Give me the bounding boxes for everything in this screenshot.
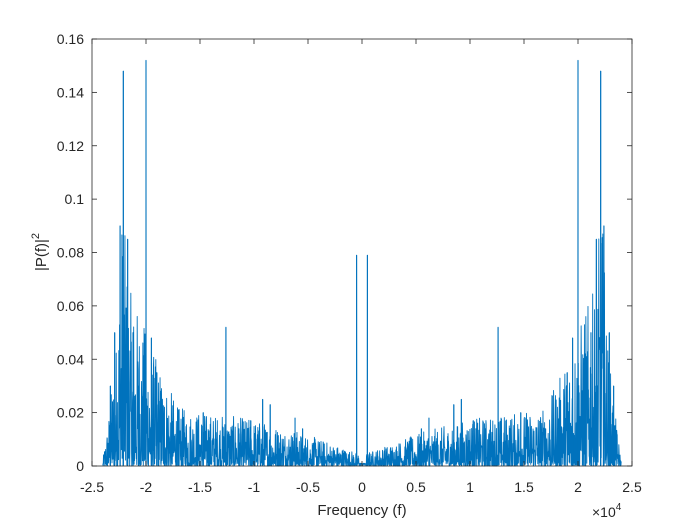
x-tick-label: -1.5	[188, 479, 212, 495]
x-tick-label: 2.5	[622, 479, 642, 495]
y-tick-label: 0	[76, 458, 84, 474]
x-tick-label: 0	[358, 479, 366, 495]
x-exponent-power: 4	[616, 502, 622, 513]
y-tick-label: 0.12	[57, 138, 84, 154]
y-tick-label: 0.08	[57, 245, 84, 261]
y-axis-title: |P(f)|2	[30, 233, 50, 271]
y-axis-title-superscript: 2	[30, 233, 42, 239]
y-tick-label: 0.02	[57, 405, 84, 421]
x-tick-label: 1.5	[514, 479, 534, 495]
x-tick-label: -1	[248, 479, 261, 495]
y-tick-label: 0.06	[57, 298, 84, 314]
x-exponent-label: ×104	[592, 502, 622, 520]
y-tick-label: 0.1	[65, 191, 85, 207]
x-tick-label: 0.5	[406, 479, 426, 495]
x-tick-label: -2	[140, 479, 153, 495]
ticks-layer	[91, 38, 633, 467]
axes-background	[92, 39, 632, 466]
x-axis-title: Frequency (f)	[317, 502, 406, 519]
series-layer	[102, 59, 622, 467]
y-tick-label: 0.14	[57, 84, 84, 100]
x-tick-label: -0.5	[296, 479, 320, 495]
x-exponent-base: ×10	[592, 504, 616, 520]
y-axis-title-main: |P(f)|	[33, 239, 50, 271]
y-tick-label: 0.04	[57, 351, 84, 367]
x-tick-label: 2	[574, 479, 582, 495]
x-tick-label: 1	[466, 479, 474, 495]
x-tick-label: -2.5	[80, 479, 104, 495]
labels-layer: -2.5 -2 -1.5 -1 -0.5 0 0.5 1 1.5 2 2.5 0 0.02 0.04 0.0…	[57, 31, 642, 495]
y-tick-label: 0.16	[57, 31, 84, 47]
